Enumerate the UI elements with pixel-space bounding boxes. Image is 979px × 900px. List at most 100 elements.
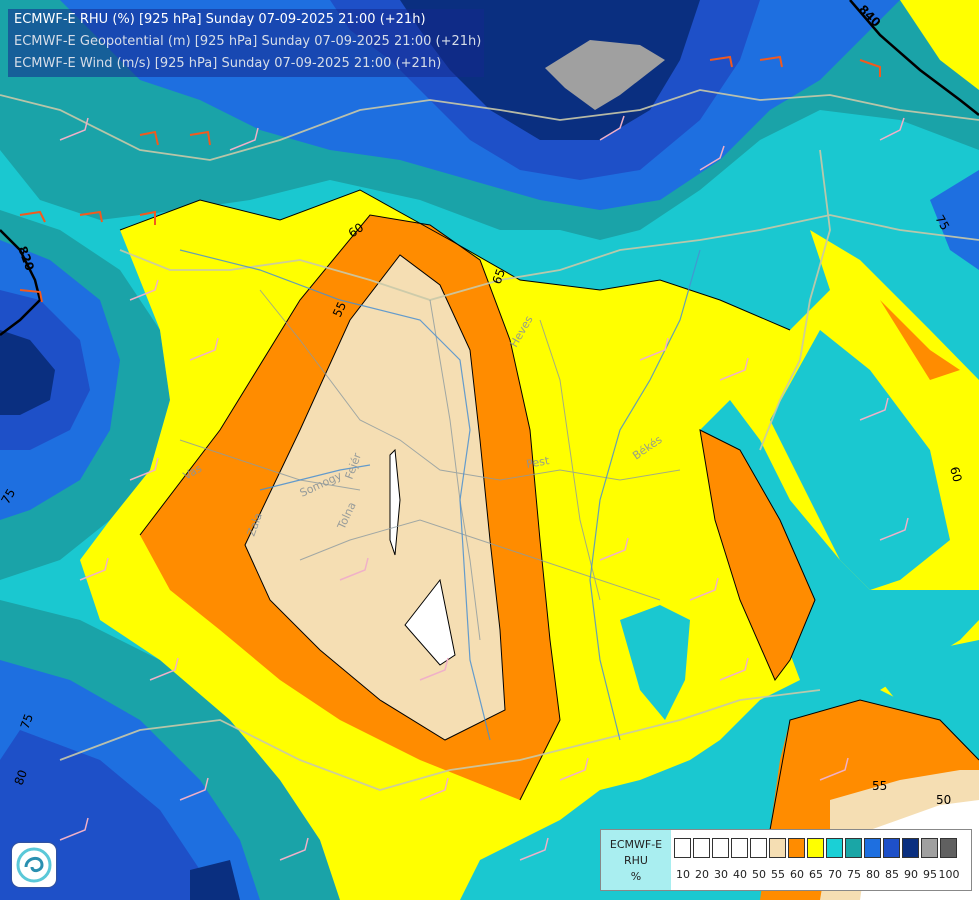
wind-barb-strong — [139, 210, 156, 225]
rhu-60-right — [880, 300, 960, 380]
wind-barb — [59, 117, 89, 141]
region-line-c — [429, 299, 481, 641]
legend-swatch — [921, 838, 938, 858]
region-line-a — [259, 289, 681, 481]
geopotential-840-line — [849, 0, 979, 116]
wind-barb — [419, 657, 449, 681]
ecmwf-logo — [12, 843, 56, 887]
border-line-c — [59, 689, 821, 791]
legend-tick: 50 — [752, 868, 766, 881]
wind-barb-strong — [859, 59, 881, 77]
rhu-95-patch — [545, 40, 665, 110]
wind-barb-strong — [709, 55, 733, 68]
legend-tick: 85 — [885, 868, 899, 881]
border-line-a — [0, 89, 979, 161]
wind-barb-strong — [19, 289, 43, 303]
wind-barb — [879, 117, 905, 141]
legend-title: ECMWF-E RHU % — [601, 830, 671, 890]
wind-barb — [699, 145, 725, 171]
place-label-pest: Pest — [525, 454, 551, 471]
rhu-70-pocket-mid — [620, 605, 690, 720]
legend-tick: 75 — [847, 868, 861, 881]
border-line-d — [759, 149, 831, 451]
wind-barb — [279, 837, 309, 861]
rhu-70-right — [770, 330, 950, 590]
wind-barb — [339, 557, 369, 581]
rhu-60-stripe — [700, 430, 815, 680]
rhu-75-topright — [930, 170, 979, 270]
contour-60-stripe-line — [699, 429, 816, 681]
legend-tick: 40 — [733, 868, 747, 881]
river-balaton — [259, 464, 371, 491]
legend-swatch — [845, 838, 862, 858]
contour-50-b — [404, 578, 456, 666]
contour-label: 60 — [947, 465, 964, 483]
legend-tick: 55 — [771, 868, 785, 881]
legend-swatch — [731, 838, 748, 858]
contour-label: 65 — [490, 267, 508, 286]
region-line-e — [179, 439, 361, 491]
wind-barb-strong — [79, 210, 103, 223]
rhu-70-pocket-right — [880, 640, 979, 705]
wind-barb — [719, 657, 749, 681]
legend-swatch — [826, 838, 843, 858]
legend-tick: 10 — [676, 868, 690, 881]
wind-barb — [719, 357, 749, 381]
wind-barb — [79, 557, 109, 581]
legend-tick: 70 — [828, 868, 842, 881]
legend-tick: 30 — [714, 868, 728, 881]
wind-barb — [129, 279, 159, 301]
wind-barb — [149, 657, 179, 681]
region-line-d — [539, 319, 601, 601]
wind-barb — [179, 777, 209, 801]
wind-barb — [879, 517, 909, 541]
legend-tick: 90 — [904, 868, 918, 881]
wind-barb — [59, 817, 89, 841]
contour-label: 75 — [18, 712, 36, 731]
legend-title-param: RHU — [624, 854, 648, 867]
wind-barb-strong — [759, 55, 783, 68]
river-tisza — [589, 249, 701, 741]
wind-barb — [559, 757, 589, 781]
legend-tick: 60 — [790, 868, 804, 881]
legend-swatch — [674, 838, 691, 858]
geopotential-820-line — [0, 229, 42, 336]
legend-tick: 80 — [866, 868, 880, 881]
header-wind-line: ECMWF-E Wind (m/s) [925 hPa] Sunday 07-0… — [14, 56, 442, 71]
legend-swatch — [788, 838, 805, 858]
region-line-b — [299, 519, 661, 601]
wind-barb — [129, 457, 159, 481]
contour-label: 55 — [330, 300, 349, 320]
contour-label: 55 — [872, 779, 887, 793]
contour-label: 80 — [12, 768, 30, 787]
contour-55-line — [244, 254, 506, 741]
wind-barb-strong — [189, 130, 211, 146]
rhu-65-corner — [900, 0, 979, 90]
wind-barb — [599, 537, 629, 561]
legend-swatch — [712, 838, 729, 858]
contour-50-a — [389, 448, 401, 556]
legend-swatch — [902, 838, 919, 858]
legend-title-unit: % — [630, 870, 642, 883]
wind-barb-strong — [139, 130, 159, 146]
wind-barb — [819, 757, 849, 781]
wind-barb — [519, 837, 549, 861]
header-rhu-line: ECMWF-E RHU (%) [925 hPa] Sunday 07-09-2… — [14, 12, 426, 27]
legend-swatch — [940, 838, 957, 858]
contour-60-line — [139, 214, 561, 801]
river-danube — [179, 249, 491, 741]
legend-swatch — [693, 838, 710, 858]
rhu-legend: ECMWF-E RHU % 10 20 30 40 50 55 60 65 70 75 80 85 90… — [600, 829, 972, 891]
header-geopotential-line: ECMWF-E Geopotential (m) [925 hPa] Sunda… — [14, 34, 482, 49]
wind-barb — [189, 337, 219, 361]
legend-title-model: ECMWF-E — [609, 838, 663, 851]
rhu-90-bottomleft — [190, 860, 240, 900]
map-header: ECMWF-E RHU (%) [925 hPa] Sunday 07-09-2… — [8, 9, 484, 77]
legend-swatch — [807, 838, 824, 858]
wind-barb — [689, 577, 719, 601]
legend-swatch — [883, 838, 900, 858]
wind-barb — [419, 777, 449, 801]
legend-tick: 95 — [923, 868, 937, 881]
wind-barb — [599, 115, 625, 141]
contour-label: 50 — [936, 793, 951, 807]
